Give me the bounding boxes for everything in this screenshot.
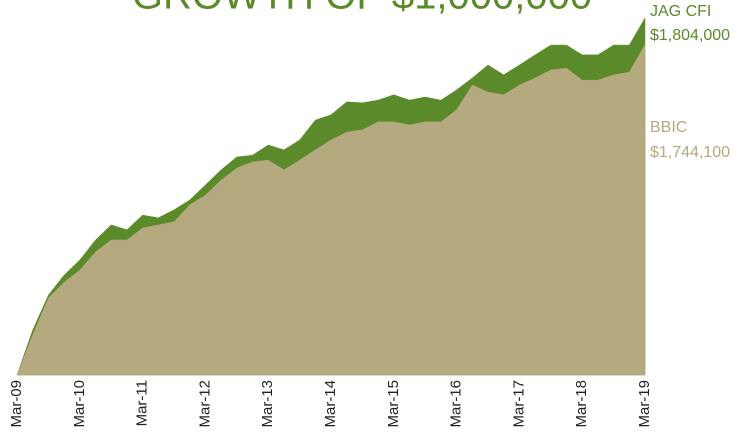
- x-tick-label: Mar-10: [71, 380, 88, 428]
- x-tick-label: Mar-13: [259, 380, 276, 428]
- series-label: BBIC: [650, 119, 687, 136]
- x-tick-label: Mar-11: [134, 380, 151, 426]
- x-tick-label: Mar-14: [322, 380, 339, 428]
- series-label: JAG CFI: [650, 3, 711, 20]
- x-tick-label: Mar-09: [8, 380, 25, 428]
- x-tick-label: Mar-15: [385, 380, 402, 428]
- x-tick-label: Mar-19: [636, 380, 653, 428]
- value-label: $1,744,100: [650, 144, 730, 161]
- x-tick-label: Mar-12: [196, 380, 213, 428]
- x-tick-label: Mar-18: [573, 380, 590, 428]
- area: [16, 43, 646, 376]
- chart-title: GROWTH OF $1,000,000: [132, 0, 592, 18]
- value-label: $1,804,000: [650, 27, 730, 44]
- x-tick-label: Mar-16: [448, 380, 465, 428]
- x-tick-label: Mar-17: [510, 380, 527, 428]
